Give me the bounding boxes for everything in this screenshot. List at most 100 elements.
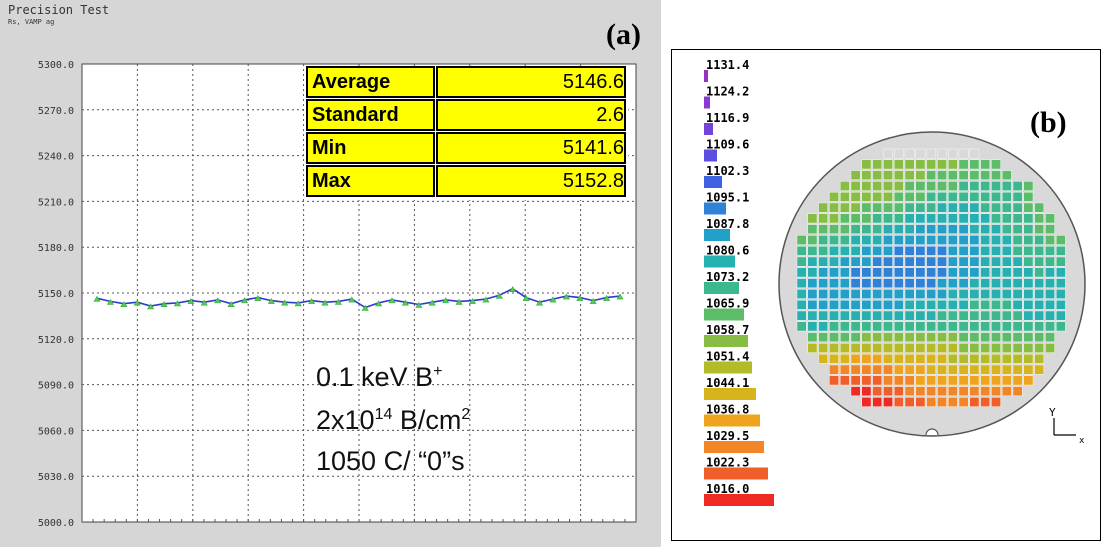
wafer-cell — [807, 332, 818, 343]
wafer-cell — [818, 267, 829, 278]
data-point — [294, 300, 302, 307]
wafer-cell — [915, 235, 926, 245]
wafer-cell — [1012, 310, 1023, 321]
wafer-cell — [937, 245, 947, 256]
wafer-cell — [958, 310, 969, 321]
wafer-cell — [948, 397, 958, 407]
wafer-map-panel: 1131.4 1124.2 1116.9 1109.6 1102.3 1095.1 1087… — [671, 49, 1101, 541]
data-point — [375, 300, 383, 307]
wafer-cell — [1002, 354, 1012, 364]
scale-bar — [704, 123, 713, 135]
wafer-cell — [915, 386, 926, 397]
wafer-cell — [829, 375, 839, 386]
wafer-cell — [872, 397, 883, 407]
wafer-cell — [796, 235, 807, 245]
wafer-cell — [1045, 321, 1055, 332]
wafer-cell — [915, 256, 926, 267]
wafer-cell — [1056, 267, 1066, 278]
wafer-cell — [980, 289, 991, 299]
wafer-cell — [980, 299, 991, 310]
wafer-cell — [926, 299, 937, 310]
wafer-cell — [969, 354, 980, 364]
wafer-cell — [1045, 289, 1055, 299]
y-tick-label: 5300.0 — [38, 60, 74, 71]
wafer-cell — [850, 289, 861, 299]
wafer-cell — [883, 267, 893, 278]
wafer-cell — [991, 224, 1001, 235]
wafer-cell — [807, 299, 818, 310]
wafer-cell — [807, 278, 818, 289]
stats-table: Average 5146.6 Standard 2.6 Min 5141.6 M… — [304, 66, 628, 200]
wafer-cell — [1002, 245, 1012, 256]
wafer-cell — [850, 170, 861, 180]
wafer-cell — [948, 299, 958, 310]
wafer-cell — [1023, 224, 1034, 235]
wafer-cell — [904, 289, 915, 299]
wafer-cell — [904, 310, 915, 321]
wafer-cell — [850, 299, 861, 310]
wafer-cell — [1002, 191, 1012, 202]
wafer-cell — [893, 148, 904, 159]
stat-label: Standard — [306, 99, 435, 131]
stat-value: 2.6 — [436, 99, 626, 131]
data-point — [133, 299, 141, 306]
wafer-cell — [1002, 278, 1012, 289]
wafer-cell — [893, 278, 904, 289]
wafer-cell — [948, 364, 958, 375]
wafer-cell — [937, 289, 947, 299]
wafer-cell — [1023, 213, 1034, 224]
wafer-cell — [980, 159, 991, 170]
wafer-cell — [969, 386, 980, 397]
wafer-cell — [980, 235, 991, 245]
scale-label: 1087.8 — [706, 217, 749, 231]
data-point — [401, 299, 409, 306]
wafer-cell — [937, 332, 947, 343]
wafer-cell — [904, 364, 915, 375]
wafer-cell — [883, 170, 893, 180]
wafer-cell — [958, 181, 969, 191]
stat-label: Min — [306, 132, 435, 164]
wafer-cell — [850, 181, 861, 191]
wafer-cell — [980, 321, 991, 332]
wafer-cell — [969, 299, 980, 310]
wafer-cell — [861, 310, 872, 321]
scale-label: 1080.6 — [706, 244, 749, 258]
wafer-cell — [915, 354, 926, 364]
wafer-cell — [991, 332, 1001, 343]
data-point — [187, 298, 195, 304]
wafer-cell — [796, 310, 807, 321]
wafer-cell — [861, 321, 872, 332]
wafer-cell — [872, 278, 883, 289]
scale-label: 1022.3 — [706, 456, 749, 470]
wafer-cell — [991, 170, 1001, 180]
wafer-cell — [937, 397, 947, 407]
condition-dose-pre: 2x10 — [316, 405, 375, 435]
data-point — [562, 293, 570, 300]
wafer-cell — [796, 299, 807, 310]
wafer-cell — [883, 289, 893, 299]
wafer-cell — [980, 170, 991, 180]
y-tick-label: 5240.0 — [38, 152, 74, 163]
wafer-cell — [1012, 267, 1023, 278]
wafer-cell — [937, 159, 947, 170]
wafer-cell — [980, 202, 991, 213]
wafer-cell — [991, 245, 1001, 256]
scale-label: 1073.2 — [706, 270, 749, 284]
wafer-cell — [948, 245, 958, 256]
wafer-notch — [925, 428, 939, 436]
wafer-cell — [839, 299, 850, 310]
wafer-cell — [850, 354, 861, 364]
wafer-cell — [861, 256, 872, 267]
data-point — [388, 297, 396, 304]
wafer-cell — [1012, 354, 1023, 364]
wafer-cell — [904, 245, 915, 256]
wafer-cell — [883, 191, 893, 202]
wafer-cell — [915, 375, 926, 386]
wafer-cell — [969, 245, 980, 256]
scale-bar — [704, 388, 756, 400]
wafer-cell — [1034, 202, 1045, 213]
scale-bar — [704, 282, 739, 294]
wafer-cell — [958, 289, 969, 299]
scale-bar — [704, 176, 722, 188]
wafer-cell — [829, 299, 839, 310]
